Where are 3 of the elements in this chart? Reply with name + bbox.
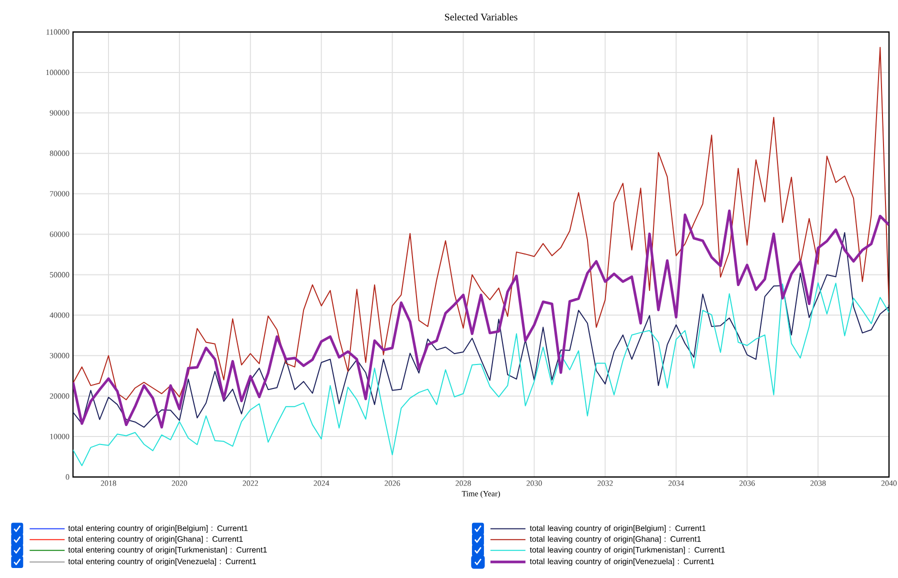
- line-series: [73, 46, 890, 400]
- line-series: [73, 282, 890, 466]
- chart-title: Selected Variables: [445, 13, 518, 20]
